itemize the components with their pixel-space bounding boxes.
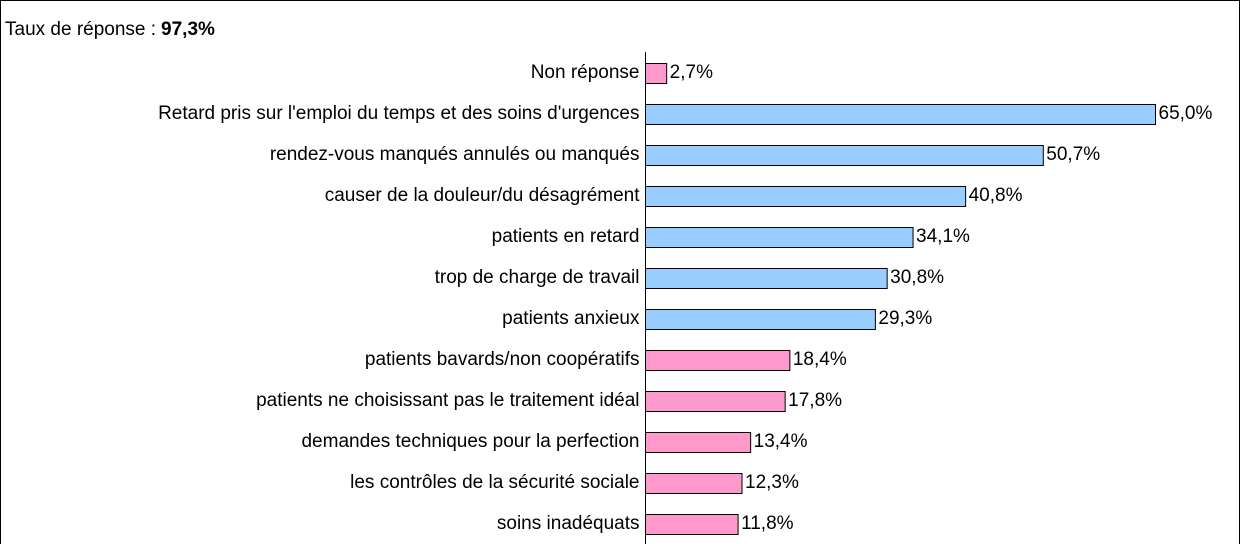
category-label: patients bavards/non coopératifs <box>365 349 640 370</box>
bar <box>645 186 967 207</box>
chart-title: Taux de réponse :97,3% <box>5 19 215 40</box>
value-label: 18,4% <box>793 349 847 370</box>
bar <box>645 391 786 412</box>
value-label: 17,8% <box>788 390 842 411</box>
category-label: patients ne choisissant pas le traitemen… <box>256 390 639 411</box>
bar <box>645 268 888 289</box>
bar <box>645 432 752 453</box>
value-label: 34,1% <box>916 226 970 247</box>
value-label: 12,3% <box>745 472 799 493</box>
category-label: soins inadéquats <box>497 513 640 534</box>
category-label: rendez-vous manqués annulés ou manqués <box>270 144 640 165</box>
value-label: 13,4% <box>754 431 808 452</box>
category-label: patients anxieux <box>502 308 640 329</box>
category-label: demandes techniques pour la perfection <box>301 431 639 452</box>
bar <box>645 104 1156 125</box>
category-label: Non réponse <box>531 62 640 83</box>
category-label: patients en retard <box>492 226 640 247</box>
bar <box>645 514 739 535</box>
value-label: 29,3% <box>878 308 932 329</box>
bar <box>645 63 668 84</box>
category-label: trop de charge de travail <box>435 267 640 288</box>
bar <box>645 227 914 248</box>
title-value: 97,3% <box>161 19 215 40</box>
bar <box>645 145 1044 166</box>
value-label: 65,0% <box>1159 103 1213 124</box>
category-label: causer de la douleur/du désagrément <box>325 185 640 206</box>
category-label: les contrôles de la sécurité sociale <box>350 472 639 493</box>
bar <box>645 309 876 330</box>
value-label: 30,8% <box>890 267 944 288</box>
value-label: 40,8% <box>969 185 1023 206</box>
value-label: 11,8% <box>741 513 794 534</box>
bar <box>645 473 743 494</box>
value-label: 2,7% <box>670 62 713 83</box>
bar <box>645 350 791 371</box>
category-label: Retard pris sur l'emploi du temps et des… <box>158 103 639 124</box>
value-label: 50,7% <box>1046 144 1100 165</box>
title-text: Taux de réponse : <box>5 19 156 40</box>
